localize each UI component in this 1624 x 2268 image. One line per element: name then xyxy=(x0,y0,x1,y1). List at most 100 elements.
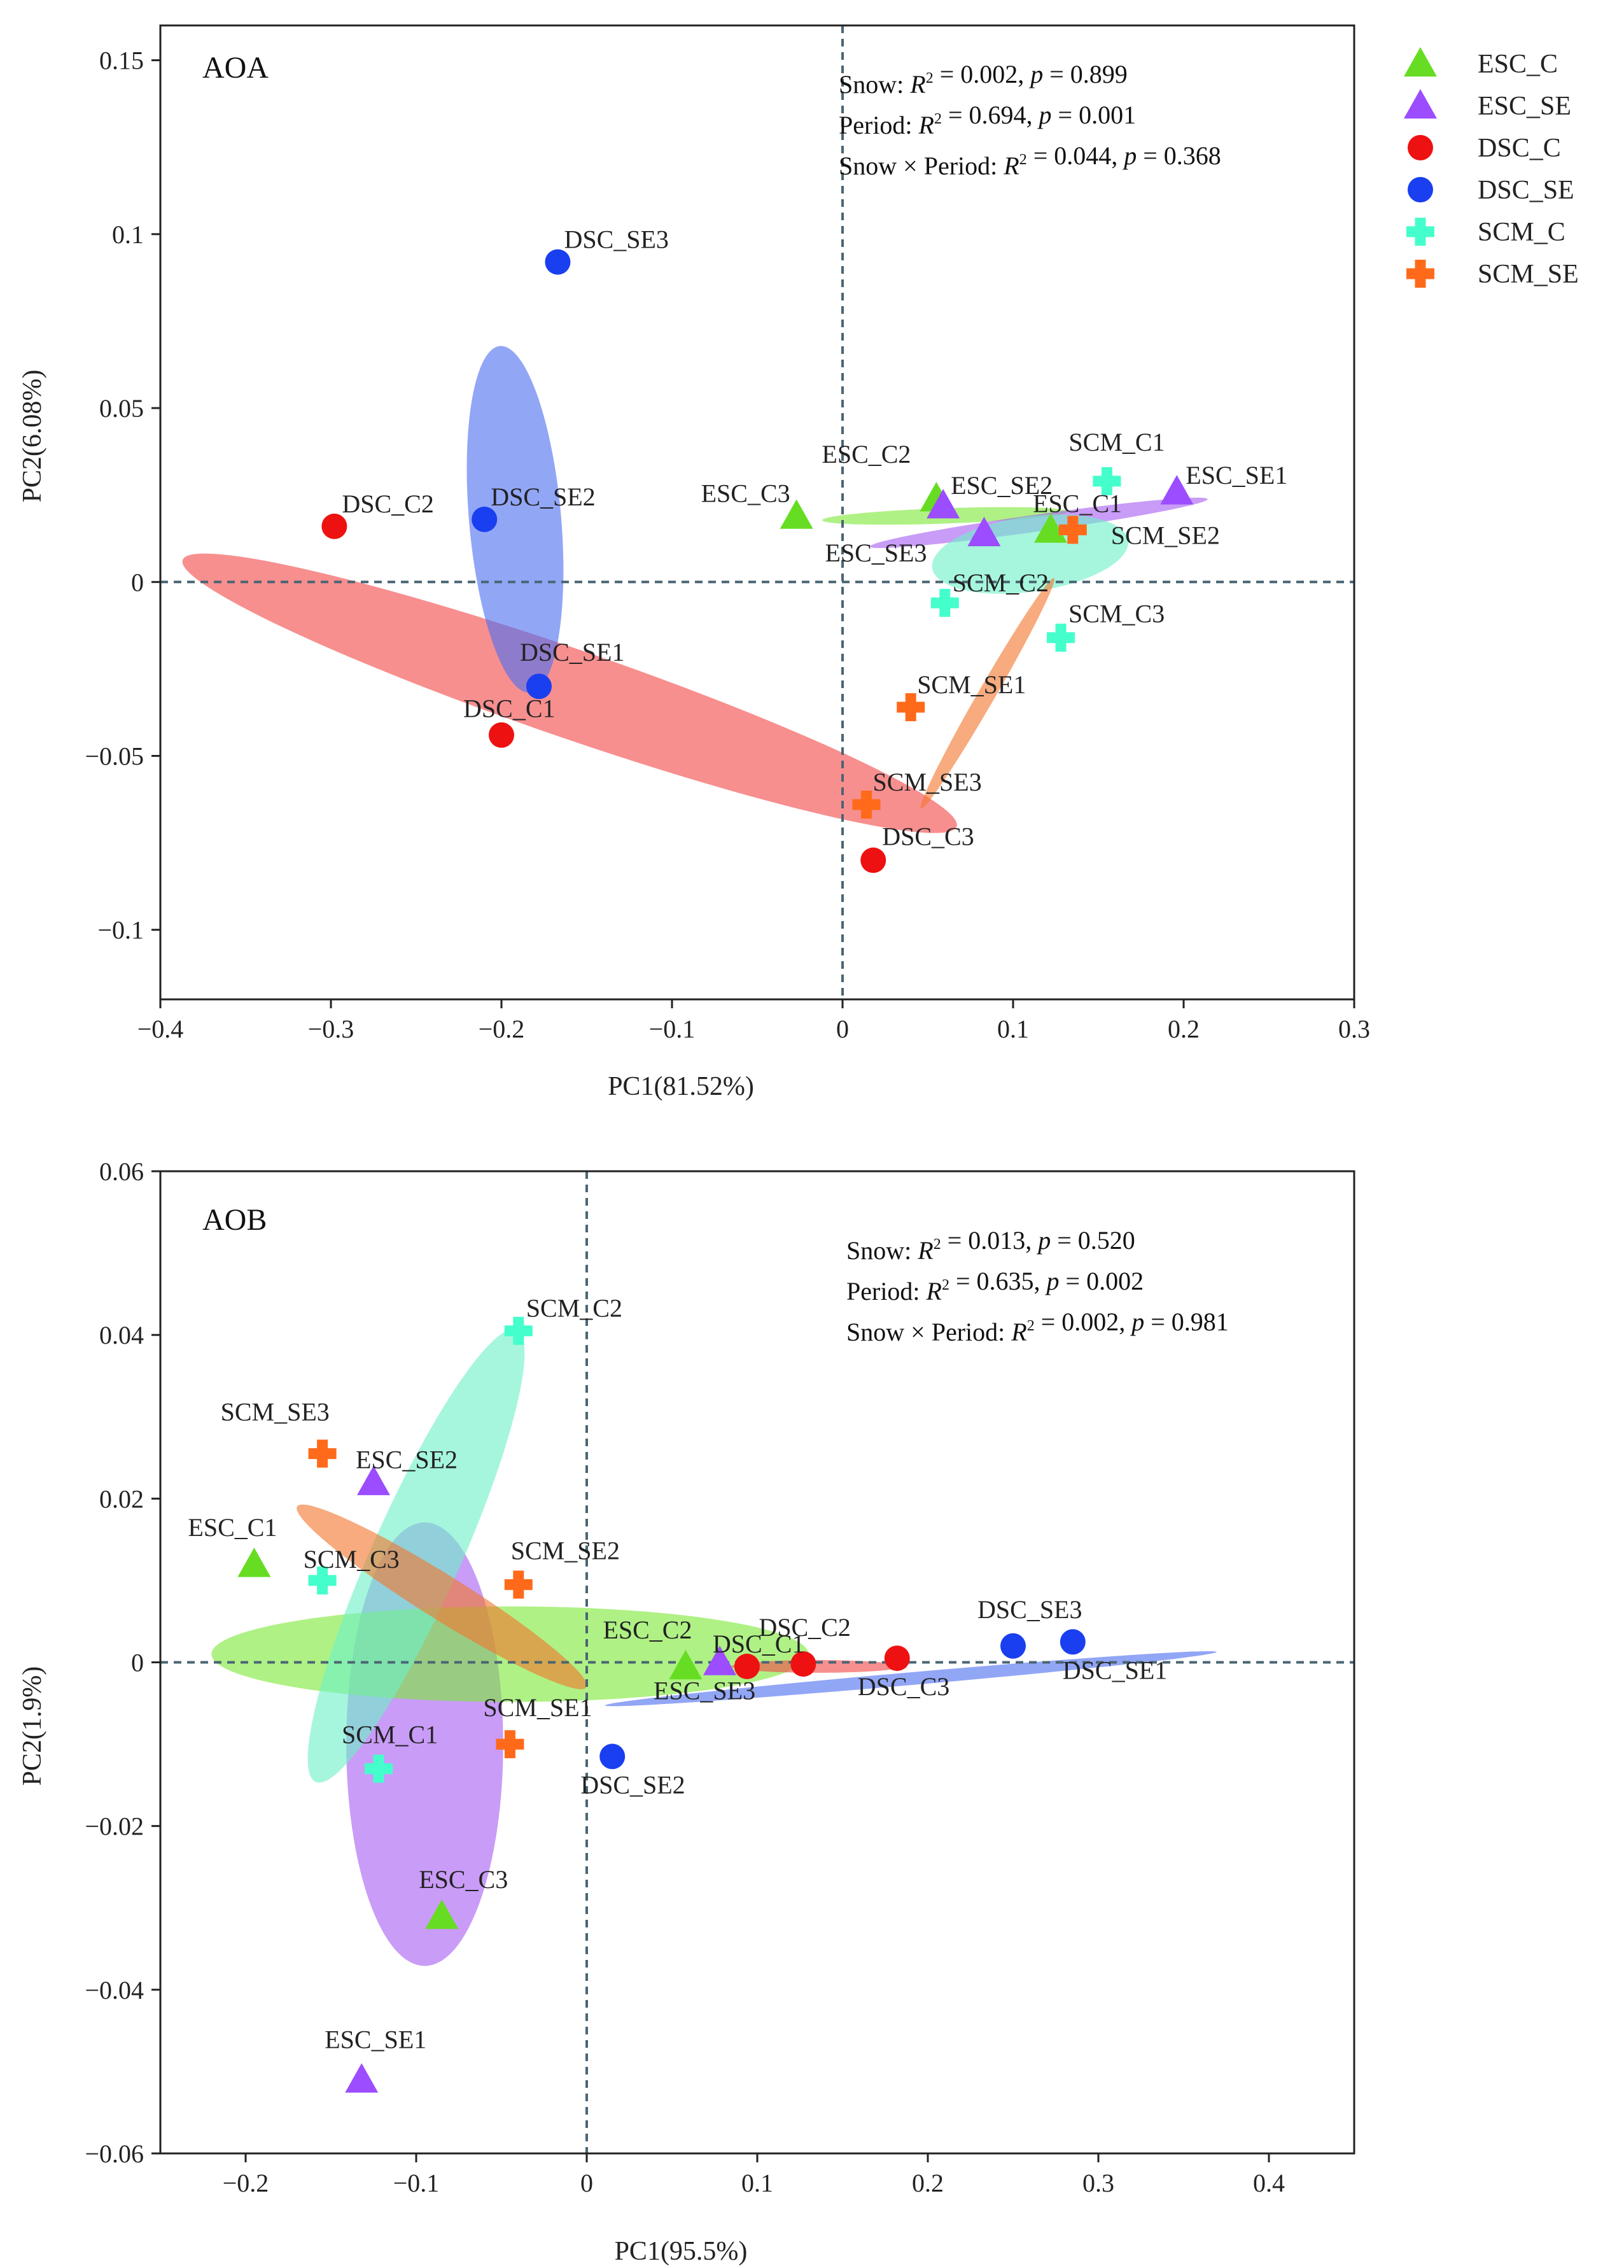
y-tick-label: 0 xyxy=(131,568,144,596)
stat-line: Snow: R2 = 0.013, p = 0.520 xyxy=(846,1226,1135,1265)
y-tick-label: 0.04 xyxy=(99,1321,144,1349)
stat-line: Snow × Period: R2 = 0.002, p = 0.981 xyxy=(846,1307,1229,1346)
point-label: DSC_C2 xyxy=(342,490,434,518)
point-esc-c1 xyxy=(237,1547,271,1577)
point-scm-se1 xyxy=(496,1730,524,1759)
point-label: SCM_SE2 xyxy=(511,1536,620,1565)
y-tick-label: 0.05 xyxy=(99,394,144,423)
plot-frame xyxy=(159,24,1355,1001)
point-label: ESC_SE2 xyxy=(951,471,1053,500)
point-scm-c1 xyxy=(1093,467,1121,495)
legend-marker-esc-c xyxy=(1404,47,1437,77)
x-tick-label: 0.1 xyxy=(997,1015,1029,1043)
x-tick-label: 0.1 xyxy=(741,2169,773,2197)
x-tick-label: −0.1 xyxy=(649,1015,696,1043)
point-label: DSC_SE2 xyxy=(491,482,596,511)
ellipse-dsc-se xyxy=(466,346,564,693)
point-label: ESC_SE1 xyxy=(325,2025,426,2053)
point-label: DSC_SE1 xyxy=(1063,1656,1168,1684)
legend: ESC_C ESC_SE DSC_C DSC_SE SCM_C SCM_SE xyxy=(1404,47,1579,289)
legend-label: SCM_SE xyxy=(1478,260,1579,289)
y-axis-title: PC2(1.9%) xyxy=(18,1666,47,1786)
point-dsc-se3 xyxy=(1000,1633,1026,1659)
point-label: ESC_C1 xyxy=(1033,489,1122,518)
point-esc-c2 xyxy=(669,1649,703,1680)
point-dsc-se1 xyxy=(1060,1629,1086,1655)
point-label: SCM_C2 xyxy=(953,568,1049,597)
x-tick-label: −0.3 xyxy=(308,1015,354,1043)
point-esc-se3 xyxy=(703,1645,737,1675)
ellipse-dsc-se xyxy=(605,1651,1217,1707)
point-dsc-c1 xyxy=(489,722,514,748)
point-esc-se3 xyxy=(967,516,1001,547)
point-dsc-c2 xyxy=(321,513,347,539)
y-tick-label: 0.15 xyxy=(99,46,144,75)
point-dsc-se3 xyxy=(545,249,571,275)
y-tick-label: −0.1 xyxy=(97,916,144,945)
point-dsc-c3 xyxy=(884,1645,910,1672)
point-label: DSC_C1 xyxy=(713,1630,805,1658)
point-label: DSC_SE3 xyxy=(564,225,668,254)
x-tick-label: 0 xyxy=(836,1015,849,1043)
x-tick-label: 0.4 xyxy=(1253,2169,1285,2197)
y-tick-label: 0.06 xyxy=(99,1157,144,1186)
panel-title: AOB xyxy=(202,1203,267,1237)
legend-label: DSC_C xyxy=(1478,134,1561,163)
legend-label: ESC_SE xyxy=(1478,92,1571,121)
point-label: ESC_C3 xyxy=(419,1865,508,1894)
point-label: ESC_C1 xyxy=(188,1513,277,1542)
point-scm-c3 xyxy=(308,1566,337,1595)
x-axis-title: PC1(81.52%) xyxy=(608,1072,754,1101)
point-scm-se2 xyxy=(1058,516,1087,544)
stat-line: Snow × Period: R2 = 0.044, p = 0.368 xyxy=(839,141,1221,180)
y-tick-label: −0.05 xyxy=(85,742,144,771)
point-label: SCM_C3 xyxy=(304,1545,400,1574)
ellipse-dsc-c xyxy=(182,553,957,833)
point-label: ESC_SE3 xyxy=(654,1677,755,1705)
x-tick-label: −0.4 xyxy=(137,1015,184,1043)
point-label: ESC_C3 xyxy=(701,479,790,507)
legend-label: ESC_C xyxy=(1478,50,1558,79)
x-tick-label: 0.3 xyxy=(1338,1015,1370,1043)
y-tick-label: −0.02 xyxy=(85,1812,144,1841)
x-tick-label: 0.3 xyxy=(1082,2169,1114,2197)
panel-title: AOA xyxy=(202,51,269,85)
point-dsc-c3 xyxy=(860,847,886,873)
point-dsc-se1 xyxy=(526,673,552,700)
point-esc-c3 xyxy=(425,1899,459,1929)
point-label: DSC_C1 xyxy=(463,694,556,723)
ellipse-scm-se xyxy=(920,577,1054,809)
legend-label: DSC_SE xyxy=(1478,176,1574,205)
point-label: DSC_SE1 xyxy=(520,638,625,666)
point-esc-se1 xyxy=(1160,475,1194,505)
point-scm-c2 xyxy=(930,589,959,617)
point-label: SCM_C3 xyxy=(1068,600,1165,628)
point-label: SCM_C1 xyxy=(1068,428,1165,456)
point-scm-se2 xyxy=(504,1570,533,1599)
y-tick-label: −0.06 xyxy=(85,2139,144,2168)
point-label: ESC_SE1 xyxy=(1186,461,1287,490)
point-label: DSC_C3 xyxy=(858,1672,950,1701)
point-dsc-c2 xyxy=(790,1651,816,1677)
point-label: SCM_SE2 xyxy=(1111,521,1220,549)
x-axis-title: PC1(95.5%) xyxy=(615,2237,748,2266)
point-label: ESC_C2 xyxy=(603,1616,692,1644)
legend-marker-scm-se xyxy=(1406,260,1434,288)
point-esc-se2 xyxy=(357,1465,390,1495)
point-scm-se3 xyxy=(308,1439,337,1468)
point-dsc-c1 xyxy=(734,1653,760,1679)
point-scm-se1 xyxy=(897,693,925,721)
legend-marker-esc-se xyxy=(1404,89,1437,119)
point-esc-c3 xyxy=(780,499,813,529)
point-dsc-se2 xyxy=(599,1743,626,1770)
legend-marker-scm-c xyxy=(1406,218,1434,246)
point-esc-se1 xyxy=(345,2063,379,2093)
point-esc-c1 xyxy=(1033,513,1067,543)
point-esc-se2 xyxy=(927,489,960,519)
point-label: DSC_SE3 xyxy=(977,1595,1082,1624)
legend-label: SCM_C xyxy=(1478,218,1565,247)
x-tick-label: 0.2 xyxy=(1168,1015,1200,1043)
ellipse-scm-se xyxy=(297,1504,587,1689)
